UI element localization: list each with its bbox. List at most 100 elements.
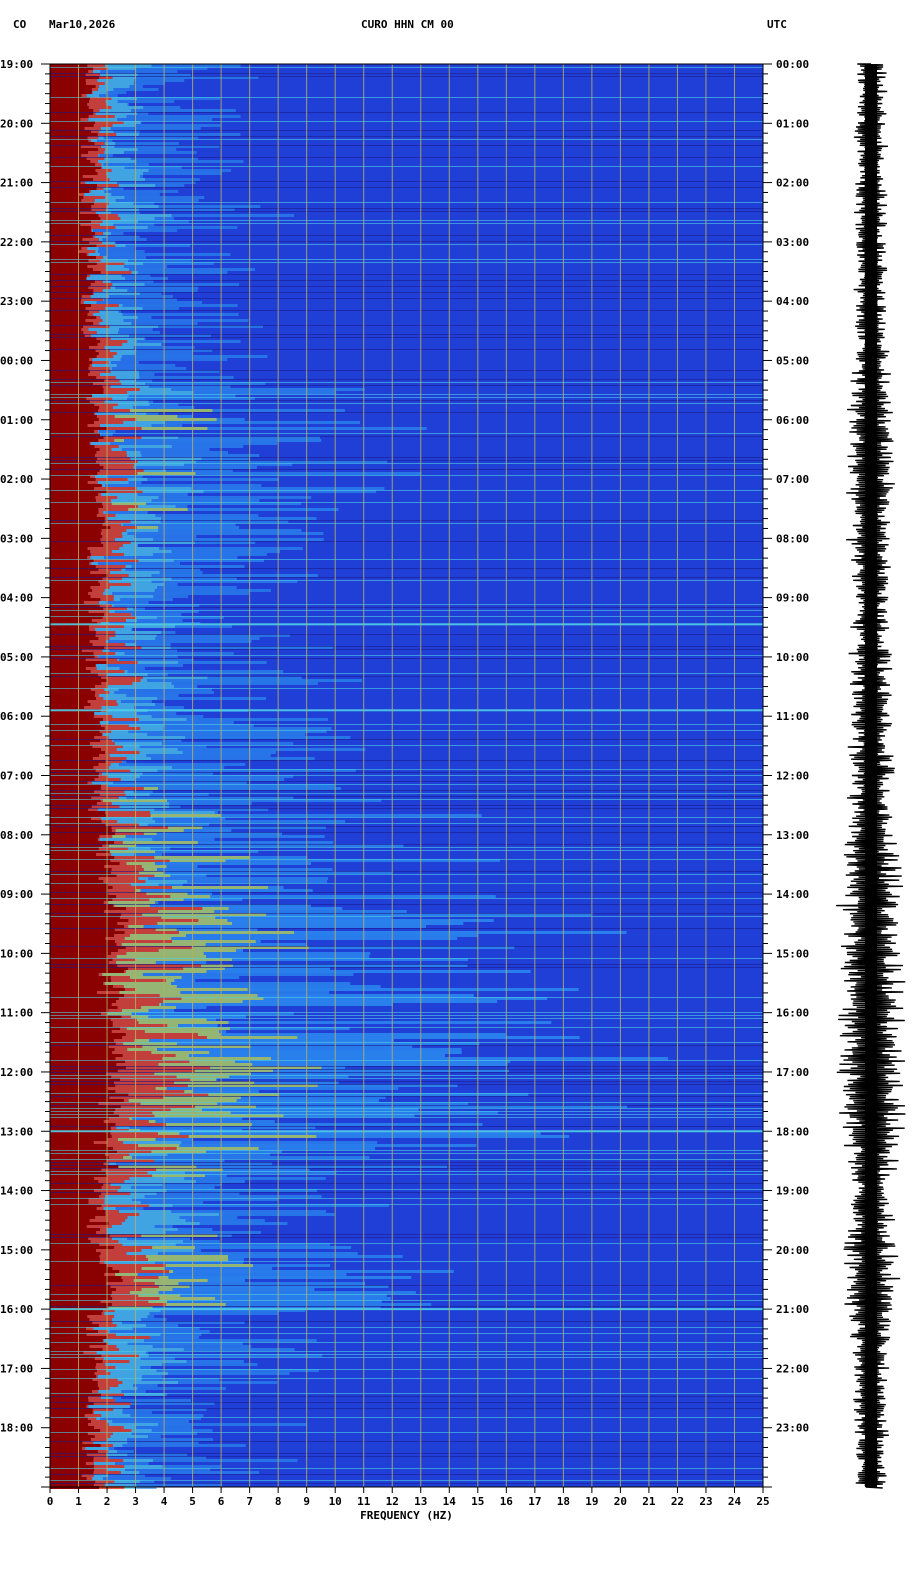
- right-tick-label: 11:00: [776, 710, 809, 723]
- spectrogram-row: [50, 82, 165, 85]
- spectrogram-row: [50, 1036, 580, 1039]
- left-time-axis: 19:00 20:00 21:00 22:00 23:00 00:00 01:00 02:00…: [0, 58, 50, 1488]
- spectrogram-row: [50, 1420, 189, 1423]
- spectrogram-row: [50, 409, 345, 412]
- spectrogram-row: [50, 748, 366, 751]
- x-tick-label: 8: [275, 1495, 282, 1508]
- spectrogram-row: [50, 1255, 403, 1258]
- spectrogram-row: [50, 598, 173, 601]
- spectrogram-row: [50, 538, 324, 541]
- left-tick-label: 12:00: [0, 1066, 33, 1079]
- right-tick-label: 00:00: [776, 58, 809, 71]
- spectrogram-row: [50, 1240, 220, 1243]
- spectrogram-row: [50, 1390, 146, 1393]
- spectrogram-row: [50, 295, 174, 298]
- spectrogram-row: [50, 1375, 163, 1378]
- spectrogram-row: [50, 694, 179, 697]
- left-tick-label: 07:00: [0, 770, 33, 783]
- spectrogram-row: [50, 400, 763, 403]
- spectrogram-row: [50, 541, 763, 544]
- spectrogram-row: [50, 916, 763, 919]
- spectrogram-row: [50, 451, 229, 454]
- spectrogram-row: [50, 1012, 763, 1015]
- spectrogram-row: [50, 1060, 763, 1063]
- spectrogram-row: [50, 1477, 172, 1480]
- left-tick-label: 17:00: [0, 1362, 33, 1375]
- spectrogram-row: [50, 1237, 763, 1240]
- right-tick-label: 14:00: [776, 888, 809, 901]
- spectrogram-row: [50, 1378, 763, 1381]
- spectrogram-row: [50, 1333, 763, 1336]
- spectrogram-row: [50, 982, 351, 985]
- spectrogram-row: [50, 583, 178, 586]
- right-tick-label: 08:00: [776, 532, 809, 545]
- spectrogram-row: [50, 751, 276, 754]
- spectrogram-row: [50, 1156, 370, 1159]
- spectrogram-row: [50, 499, 260, 502]
- spectrogram-row: [50, 1204, 763, 1207]
- spectrogram-row: [50, 676, 763, 679]
- spectrogram-row: [50, 907, 343, 910]
- spectrogram-row: [50, 217, 174, 220]
- left-tick-label: 04:00: [0, 592, 33, 605]
- spectrogram-row: [50, 184, 185, 187]
- spectrogram-row: [50, 571, 203, 574]
- spectrogram-row: [50, 991, 330, 994]
- spectrogram-row: [50, 985, 381, 988]
- spectrogram-row: [50, 763, 246, 766]
- spectrogram-row: [50, 79, 185, 82]
- spectrogram-row: [50, 532, 324, 535]
- spectrogram-row: [50, 1336, 200, 1339]
- spectrogram-row: [50, 613, 182, 616]
- spectrogram-row: [50, 667, 145, 670]
- spectrogram-row: [50, 1009, 175, 1012]
- spectrogram-row: [50, 487, 385, 490]
- spectrogram-row: [50, 1267, 273, 1270]
- left-tick-label: 14:00: [0, 1185, 33, 1198]
- spectrogram-row: [50, 484, 262, 487]
- spectrogram-row: [50, 703, 164, 706]
- x-tick-label: 1: [75, 1495, 82, 1508]
- spectrogram-row: [50, 799, 763, 802]
- x-tick-label: 22: [671, 1495, 684, 1508]
- right-tick-label: 20:00: [776, 1244, 809, 1257]
- spectrogram-row: [50, 1303, 432, 1306]
- spectrogram-row: [50, 1135, 570, 1138]
- spectrogram-row: [50, 1075, 763, 1078]
- spectrogram-row: [50, 253, 231, 256]
- timezone-label: UTC: [767, 18, 787, 31]
- right-tick-label: 03:00: [776, 236, 809, 249]
- spectrogram-row: [50, 1069, 763, 1072]
- spectrogram-row: [50, 1474, 763, 1477]
- spectrogram-row: [50, 1063, 508, 1066]
- spectrogram-row: [50, 796, 763, 799]
- spectrogram-row: [50, 442, 278, 445]
- spectrogram-row: [50, 91, 127, 94]
- spectrogram-row: [50, 1405, 131, 1408]
- spectrogram-row: [50, 361, 139, 364]
- spectrogram-row: [50, 1180, 245, 1183]
- spectrogram-row: [50, 1228, 213, 1231]
- spectrogram-row: [50, 556, 238, 559]
- spectrogram-row: [50, 580, 763, 583]
- spectrogram-row: [50, 1315, 155, 1318]
- spectrogram-row: [50, 913, 763, 916]
- spectrogram-row: [50, 1471, 260, 1474]
- spectrogram-row: [50, 1366, 152, 1369]
- bright-line: [50, 1308, 763, 1311]
- spectrogram-row: [50, 301, 203, 304]
- spectrogram-row: [50, 1096, 763, 1099]
- spectrogram-row: [50, 211, 763, 214]
- spectrogram-row: [50, 1282, 366, 1285]
- spectrogram-row: [50, 319, 249, 322]
- spectrogram-row: [50, 1084, 763, 1087]
- spectrogram-row: [50, 1453, 763, 1456]
- spectrogram-row: [50, 586, 237, 589]
- spectrogram-row: [50, 826, 763, 829]
- spectrogram-row: [50, 88, 159, 91]
- spectrogram-row: [50, 202, 763, 205]
- x-tick-label: 13: [414, 1495, 427, 1508]
- spectrogram-row: [50, 1444, 246, 1447]
- spectrogram-row: [50, 811, 218, 814]
- spectrogram-row: [50, 1435, 161, 1438]
